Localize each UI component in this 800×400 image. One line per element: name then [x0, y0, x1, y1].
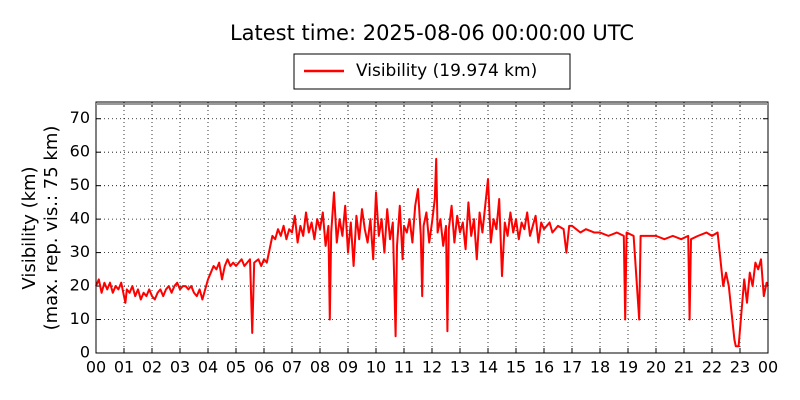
y-tick-label: 60 [70, 142, 90, 161]
x-tick-label: 18 [590, 358, 610, 377]
y-tick-label: 10 [70, 309, 90, 328]
x-tick-label: 03 [170, 358, 190, 377]
x-tick-label: 23 [730, 358, 750, 377]
y-tick-label: 0 [80, 343, 90, 362]
x-tick-label: 07 [282, 358, 302, 377]
x-tick-label: 21 [674, 358, 694, 377]
y-tick-label: 70 [70, 108, 90, 127]
x-tick-label: 16 [534, 358, 554, 377]
x-tick-label: 00 [86, 358, 106, 377]
chart-title: Latest time: 2025-08-06 00:00:00 UTC [230, 21, 634, 45]
x-tick-label: 02 [142, 358, 162, 377]
x-tick-label: 19 [618, 358, 638, 377]
x-tick-label: 22 [702, 358, 722, 377]
y-axis-label: (max. rep. vis.: 75 km) [41, 126, 62, 331]
x-tick-label: 06 [254, 358, 274, 377]
x-tick-label: 10 [366, 358, 386, 377]
x-tick-label: 04 [198, 358, 218, 377]
y-tick-label: 40 [70, 209, 90, 228]
y-label-group: (max. rep. vis.: 75 km) [41, 126, 62, 331]
x-tick-label: 09 [338, 358, 358, 377]
plot-frame [95, 101, 769, 354]
y-label-group: Visibility (km) [19, 166, 40, 289]
y-tick-label: 50 [70, 175, 90, 194]
x-tick-label: 17 [562, 358, 582, 377]
x-tick-label: 05 [226, 358, 246, 377]
x-tick-label: 12 [422, 358, 442, 377]
x-tick-label: 15 [506, 358, 526, 377]
data-line [95, 157, 769, 348]
y-axis-label: Visibility (km) [19, 166, 40, 289]
x-tick-label: 00 [758, 358, 778, 377]
x-tick-label: 08 [310, 358, 330, 377]
x-tick-label: 14 [478, 358, 498, 377]
y-tick-label: 20 [70, 276, 90, 295]
x-tick-label: 20 [646, 358, 666, 377]
legend-label: Visibility (19.974 km) [356, 61, 537, 81]
x-tick-label: 11 [394, 358, 414, 377]
y-tick-label: 30 [70, 242, 90, 261]
x-tick-label: 01 [114, 358, 134, 377]
x-tick-label: 13 [450, 358, 470, 377]
